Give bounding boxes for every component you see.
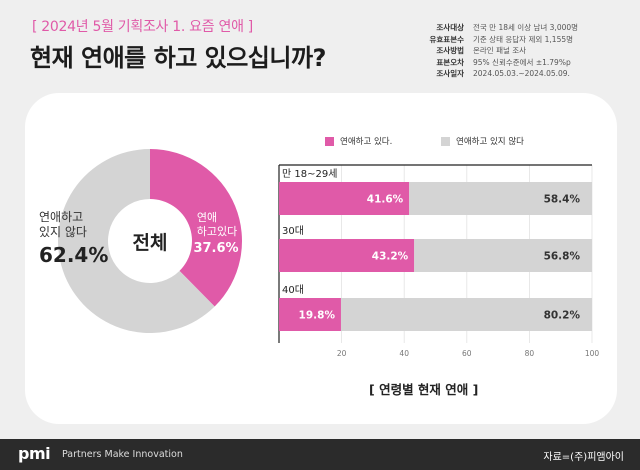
legend-item-dating: 연애하고 있다. (325, 135, 392, 147)
age-bar-chart: 20 40 60 80 100 만 18~29세 41.6% 58.4% 30대 43.2% 56.… (278, 164, 600, 358)
survey-key: 표본오차 (436, 57, 464, 67)
bar-label-dating: 41.6% (367, 194, 404, 206)
pie-label-not-dating-line1: 연애하고 (39, 210, 83, 224)
pie-value-not-dating: 62.4% (39, 243, 108, 267)
survey-row: 조사방법 온라인 패널 조사 (424, 45, 578, 57)
category-label: 40대 (282, 284, 304, 296)
footer-slogan: Partners Make Innovation (62, 449, 183, 460)
bar-not-dating (414, 239, 592, 272)
pmi-logo: pmi (18, 444, 51, 463)
bar-label-not-dating: 58.4% (544, 194, 581, 206)
legend-label: 연애하고 있다. (340, 137, 393, 147)
survey-value: 95% 신뢰수준에서 ±1.79%p (473, 57, 571, 67)
survey-key: 유효표본수 (429, 34, 465, 44)
x-tick-label: 40 (399, 349, 409, 358)
legend-swatch (325, 136, 334, 146)
x-tick-label: 100 (585, 349, 600, 358)
bar-label-dating: 19.8% (299, 310, 336, 322)
survey-key: 조사방법 (436, 46, 464, 56)
bar-label-not-dating: 56.8% (544, 251, 581, 263)
survey-value: 2024.05.03.~2024.05.09. (473, 69, 570, 79)
survey-tag: [ 2024년 5월 기획조사 1. 요즘 연애 ] (32, 19, 253, 35)
bar-dating (279, 298, 341, 331)
category-label: 30대 (282, 225, 304, 237)
survey-value: 전국 만 18세 이상 남녀 3,000명 (473, 23, 579, 32)
bar-dating (279, 182, 410, 215)
legend-item-not-dating: 연애하고 있지 않다 (441, 135, 524, 147)
x-tick-label: 20 (337, 349, 347, 358)
category-label: 만 18~29세 (282, 168, 337, 180)
page-title: 현재 연애를 하고 있으십니까? (30, 44, 326, 72)
chart-card: 전체 연애 하고있다 37.6% 연애하고 있지 않다 62.4% 연애하고 있다. 연애하… (25, 93, 617, 424)
survey-row: 표본오차 95% 신뢰수준에서 ±1.79%p (424, 57, 578, 69)
bar-not-dating (409, 182, 592, 215)
survey-key: 조사일자 (436, 69, 464, 79)
pie-slice-not-dating (58, 149, 215, 333)
pie-label-not-dating-line2: 있지 않다 (39, 225, 87, 239)
x-tick-label: 60 (462, 349, 472, 358)
pie-label-dating-line1: 연애 (197, 211, 217, 224)
pie-value-dating: 37.6% (193, 241, 238, 256)
bar-dating (279, 239, 415, 272)
pie-label-dating-line2: 하고있다 (197, 224, 237, 238)
survey-row: 조사대상 전국 만 18세 이상 남녀 3,000명 (424, 22, 578, 34)
bar-chart-title: [ 연령별 현재 연애 ] (369, 382, 479, 397)
x-tick-label: 80 (525, 349, 535, 358)
survey-key: 조사대상 (436, 23, 464, 32)
survey-row: 유효표본수 기준 상태 응답자 제외 1,155명 (424, 34, 578, 46)
bar-label-dating: 43.2% (372, 251, 409, 263)
donut-center-label: 전체 (133, 232, 168, 254)
legend-label: 연애하고 있지 않다 (456, 137, 524, 147)
survey-row: 조사일자 2024.05.03.~2024.05.09. (424, 68, 578, 80)
footer: pmi Partners Make Innovation 자료=(주)피앰아이 (0, 439, 640, 470)
source-credit: 자료=(주)피앰아이 (543, 452, 624, 463)
survey-value: 온라인 패널 조사 (473, 46, 527, 56)
bar-not-dating (340, 298, 592, 331)
bar-label-not-dating: 80.2% (544, 310, 581, 322)
survey-info: 조사대상 전국 만 18세 이상 남녀 3,000명 유효표본수 기준 상태 응답자… (424, 22, 579, 80)
pie-slice-dating (150, 149, 242, 307)
survey-value: 기준 상태 응답자 제외 1,155명 (473, 34, 574, 44)
legend-swatch (441, 136, 450, 146)
